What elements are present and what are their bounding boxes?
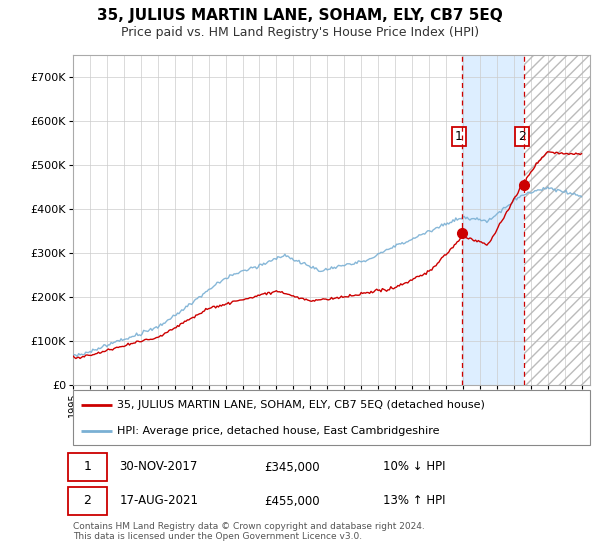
Text: 1: 1 bbox=[455, 130, 463, 143]
Text: 10% ↓ HPI: 10% ↓ HPI bbox=[383, 460, 446, 474]
Text: 2: 2 bbox=[518, 130, 526, 143]
Bar bbox=[524, 55, 590, 385]
Bar bbox=[524, 55, 590, 385]
Text: 1: 1 bbox=[83, 460, 91, 474]
Text: HPI: Average price, detached house, East Cambridgeshire: HPI: Average price, detached house, East… bbox=[117, 426, 439, 436]
Text: 35, JULIUS MARTIN LANE, SOHAM, ELY, CB7 5EQ: 35, JULIUS MARTIN LANE, SOHAM, ELY, CB7 … bbox=[97, 8, 503, 23]
Text: 2: 2 bbox=[83, 494, 91, 507]
Text: 30-NOV-2017: 30-NOV-2017 bbox=[119, 460, 198, 474]
Text: 13% ↑ HPI: 13% ↑ HPI bbox=[383, 494, 446, 507]
FancyBboxPatch shape bbox=[68, 487, 107, 515]
FancyBboxPatch shape bbox=[68, 454, 107, 480]
FancyBboxPatch shape bbox=[73, 390, 590, 445]
Bar bbox=[461, 55, 524, 385]
Text: Price paid vs. HM Land Registry's House Price Index (HPI): Price paid vs. HM Land Registry's House … bbox=[121, 26, 479, 39]
Text: Contains HM Land Registry data © Crown copyright and database right 2024.
This d: Contains HM Land Registry data © Crown c… bbox=[73, 522, 425, 542]
Text: £345,000: £345,000 bbox=[264, 460, 320, 474]
Text: 35, JULIUS MARTIN LANE, SOHAM, ELY, CB7 5EQ (detached house): 35, JULIUS MARTIN LANE, SOHAM, ELY, CB7 … bbox=[117, 400, 485, 410]
Text: 17-AUG-2021: 17-AUG-2021 bbox=[119, 494, 199, 507]
Text: £455,000: £455,000 bbox=[264, 494, 320, 507]
